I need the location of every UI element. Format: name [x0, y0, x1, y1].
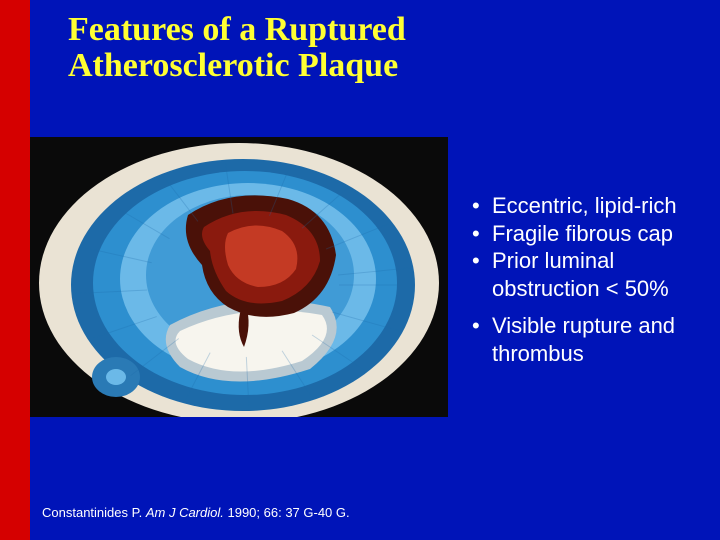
bullet-item: Eccentric, lipid-rich — [472, 192, 702, 220]
slide-title: Features of a Ruptured Atherosclerotic P… — [30, 0, 720, 83]
bullet-item: Fragile fibrous cap — [472, 220, 702, 248]
citation: Constantinides P. Am J Cardiol. 1990; 66… — [42, 505, 350, 520]
bullet-list: Eccentric, lipid-richFragile fibrous cap… — [448, 137, 720, 417]
bullet-item: Prior luminal obstruction < 50% — [472, 247, 702, 302]
left-red-bar — [0, 0, 30, 540]
slide-main: Features of a Ruptured Atherosclerotic P… — [30, 0, 720, 540]
histology-image — [30, 137, 448, 417]
citation-journal: Am J Cardiol. — [146, 505, 224, 520]
bullet-item: Visible rupture and thrombus — [472, 312, 702, 367]
citation-author: Constantinides P. — [42, 505, 146, 520]
content-row: Eccentric, lipid-richFragile fibrous cap… — [30, 137, 720, 417]
citation-details: 1990; 66: 37 G-40 G. — [224, 505, 350, 520]
title-line-1: Features of a Ruptured — [68, 11, 406, 48]
title-line-2: Atherosclerotic Plaque — [68, 47, 398, 84]
